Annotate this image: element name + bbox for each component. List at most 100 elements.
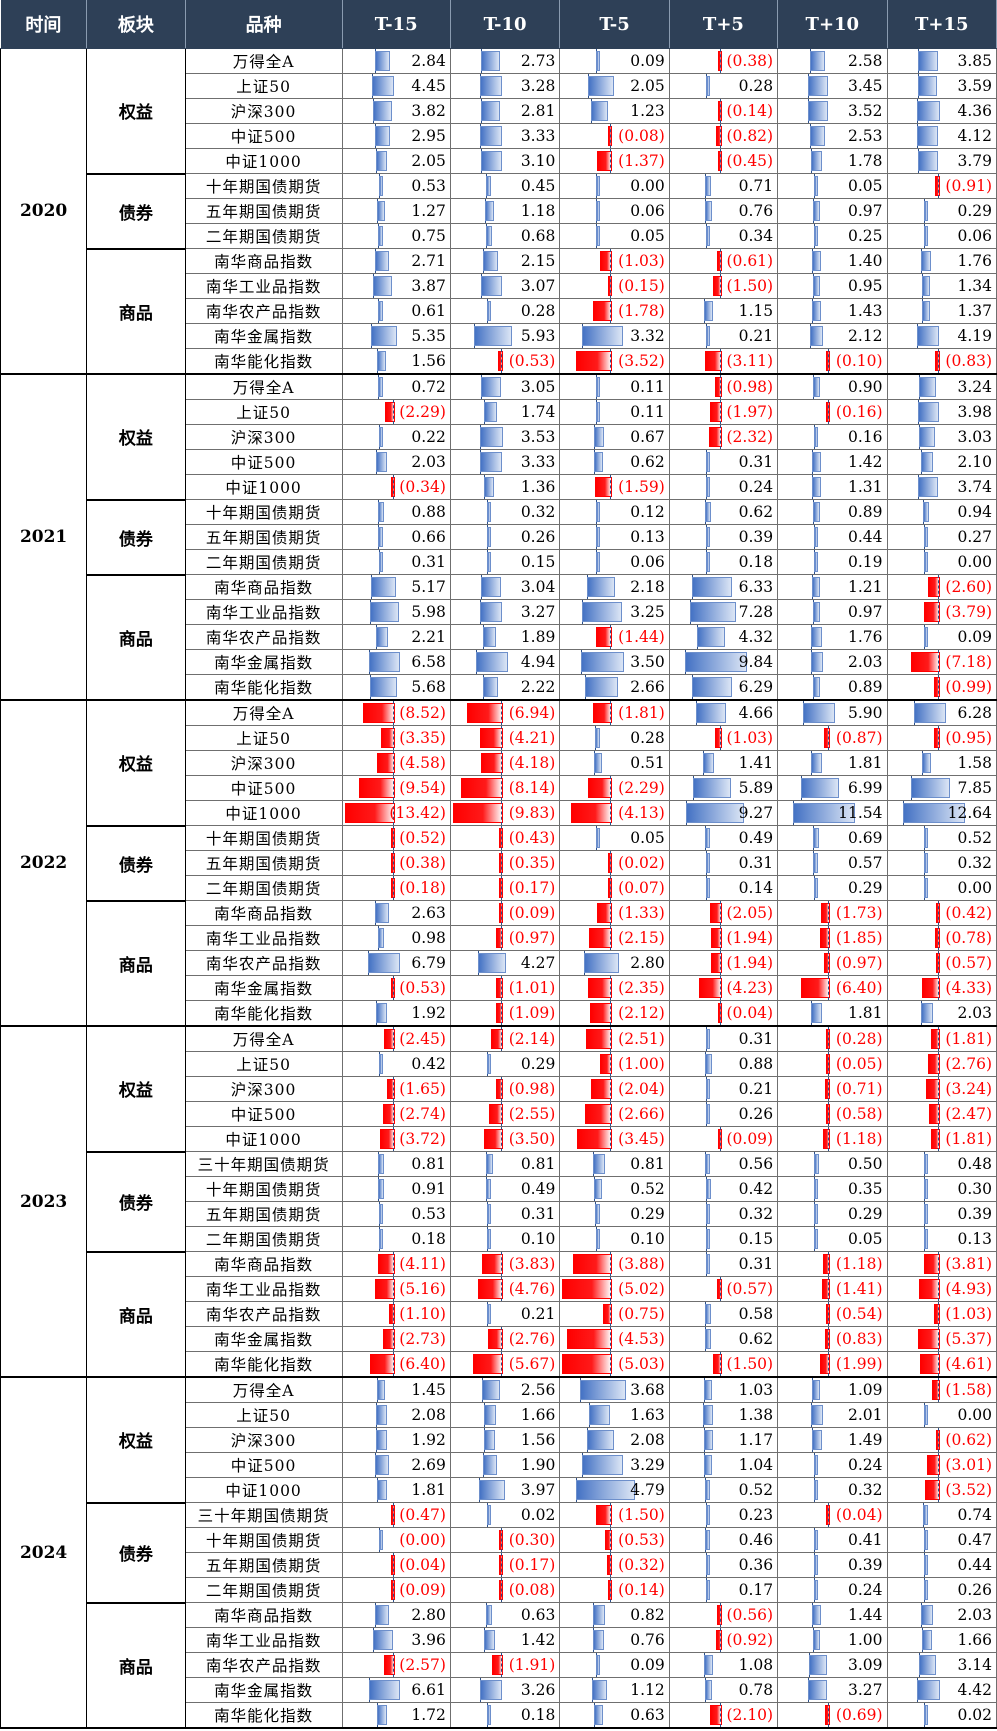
positive-bar [814, 1179, 819, 1199]
value-label: 0.14 [738, 879, 774, 897]
positive-bar [813, 853, 819, 873]
value-cell-t-minus-15: 0.42 [341, 1051, 451, 1077]
bar-axis [828, 1252, 830, 1276]
value-label: 0.17 [738, 1581, 774, 1599]
value-cell-t-minus-5: (4.13) [559, 800, 670, 826]
bar-axis [719, 49, 721, 73]
instrument-name: 中证500 [184, 1101, 343, 1127]
positive-bar [486, 527, 491, 547]
instrument-name: 南华能化指数 [184, 674, 343, 701]
bar-axis [392, 751, 394, 775]
value-label: (0.83) [945, 352, 992, 370]
value-cell-t-plus-15: 0.52 [886, 825, 997, 851]
instrument-name: 南华商品指数 [184, 1602, 343, 1628]
value-cell-t-plus-15: 1.34 [886, 273, 997, 299]
positive-bar [375, 151, 387, 171]
value-label: (0.05) [835, 1055, 883, 1073]
positive-bar [923, 201, 928, 221]
value-label: 3.04 [520, 578, 556, 596]
positive-bar [485, 226, 492, 246]
value-label: 0.22 [411, 428, 446, 446]
positive-bar [692, 778, 731, 798]
negative-bar [472, 1354, 503, 1374]
value-cell-t-minus-5: (3.45) [559, 1126, 670, 1152]
table-row: 南华能化指数 5.68 2.22 2.66 6.29 0.89 (0.99) [1, 674, 997, 701]
bar-axis [937, 926, 939, 950]
value-cell-t-minus-10: 2.56 [449, 1376, 561, 1403]
value-cell-t-plus-10: 0.39 [777, 1552, 888, 1578]
value-cell-t-plus-5: 0.31 [668, 1251, 779, 1277]
value-label: 2.18 [630, 578, 665, 596]
value-label: 0.97 [848, 603, 883, 621]
value-cell-t-minus-15: 6.79 [341, 950, 451, 976]
value-cell-t-minus-15: 0.66 [341, 524, 451, 550]
value-label: 0.05 [848, 177, 883, 195]
value-cell-t-minus-15: (0.04) [341, 1552, 451, 1578]
negative-bar [374, 1279, 395, 1299]
value-label: (0.54) [835, 1305, 883, 1323]
positive-bar [705, 1104, 710, 1124]
value-label: 0.74 [957, 1506, 992, 1524]
value-label: 0.63 [630, 1706, 665, 1724]
value-cell-t-minus-5: 0.05 [559, 825, 670, 851]
instrument-name: 上证50 [184, 399, 343, 425]
value-cell-t-minus-10: 0.81 [449, 1151, 561, 1177]
value-cell-t-minus-15: 4.45 [341, 73, 451, 99]
positive-bar [593, 1630, 605, 1650]
positive-bar [705, 1580, 710, 1600]
value-cell-t-minus-5: (1.50) [559, 1502, 670, 1528]
bar-axis [500, 726, 502, 750]
positive-bar [486, 1705, 491, 1725]
bar-axis [610, 274, 612, 298]
value-cell-t-plus-10: (0.05) [777, 1051, 888, 1077]
value-cell-t-minus-5: 3.25 [559, 599, 670, 625]
value-label: 0.11 [630, 403, 665, 421]
negative-bar [377, 1254, 395, 1274]
value-label: 0.50 [848, 1155, 883, 1173]
bar-axis [610, 1127, 612, 1151]
value-cell-t-minus-15: 3.82 [341, 98, 451, 124]
instrument-name: 十年期国债期货 [184, 1527, 343, 1553]
value-label: (2.10) [726, 1706, 774, 1724]
value-label: (0.95) [945, 729, 992, 747]
negative-bar [495, 1079, 503, 1099]
value-label: 2.73 [520, 52, 556, 70]
value-label: 0.31 [738, 453, 774, 471]
value-label: 1.72 [411, 1706, 446, 1724]
bar-axis [500, 801, 502, 825]
value-label: (0.09) [399, 1581, 446, 1599]
value-cell-t-plus-5: 1.15 [668, 298, 779, 324]
value-label: 3.50 [630, 653, 665, 671]
positive-bar [810, 326, 824, 346]
value-cell-t-plus-10: 2.12 [777, 323, 888, 349]
value-cell-t-minus-5: 0.05 [559, 223, 670, 249]
value-cell-t-plus-15: 1.66 [886, 1627, 997, 1653]
value-cell-t-plus-10: 1.49 [777, 1427, 888, 1453]
positive-bar [814, 1555, 819, 1575]
value-label: (1.99) [835, 1355, 883, 1373]
bar-axis [937, 901, 939, 925]
value-cell-t-minus-15: (0.09) [341, 1577, 451, 1603]
value-label: 3.97 [520, 1481, 556, 1499]
value-label: 6.28 [957, 704, 992, 722]
sector-cell: 商品 [86, 248, 186, 375]
value-cell-t-minus-5: 0.10 [559, 1226, 670, 1252]
positive-bar [923, 1405, 928, 1425]
value-cell-t-plus-10: (0.58) [777, 1101, 888, 1127]
value-cell-t-minus-10: 2.22 [449, 674, 561, 701]
value-cell-t-plus-10: 1.40 [777, 248, 888, 274]
positive-bar [920, 452, 933, 472]
negative-bar [917, 1329, 940, 1349]
value-cell-t-plus-10: 1.21 [777, 574, 888, 600]
positive-bar [588, 76, 615, 96]
instrument-name: 万得全A [184, 1025, 343, 1052]
positive-bar [594, 753, 603, 773]
sector-cell: 权益 [86, 1025, 186, 1153]
positive-bar [377, 301, 383, 321]
instrument-name: 南华商品指数 [184, 1251, 343, 1277]
value-label: 0.49 [738, 829, 774, 847]
value-label: (6.40) [835, 979, 883, 997]
value-label: (0.14) [618, 1581, 665, 1599]
value-cell-t-plus-15: 1.76 [886, 248, 997, 274]
value-label: 0.48 [957, 1155, 992, 1173]
